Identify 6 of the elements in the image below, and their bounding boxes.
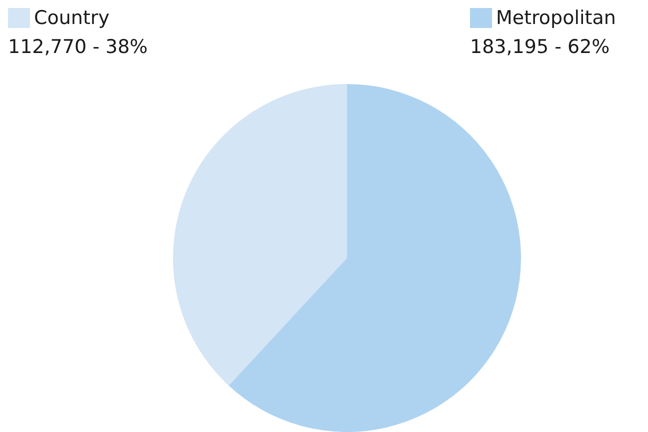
data-label: 183,195 - 62% <box>470 36 610 58</box>
data-label: 112,770 - 38% <box>8 36 148 58</box>
pie-slice <box>228 84 521 432</box>
legend-label: Country <box>34 7 110 29</box>
legend-label: Metropolitan <box>496 7 616 29</box>
pie-slice <box>173 84 347 386</box>
